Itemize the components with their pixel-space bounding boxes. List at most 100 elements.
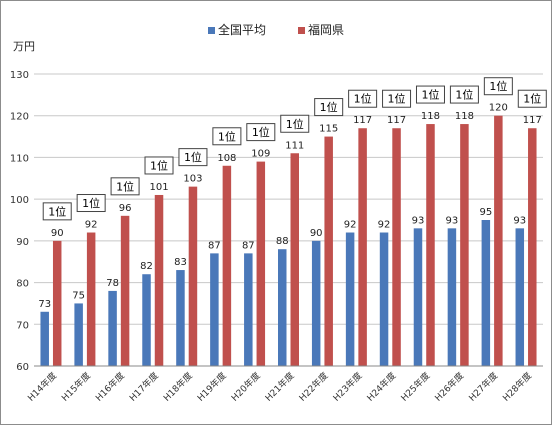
legend-label: 全国平均 <box>218 22 266 37</box>
bar-national-average <box>278 249 287 366</box>
bar-national-average <box>176 270 185 366</box>
rank-label: 1位 <box>388 92 406 106</box>
rank-box <box>449 85 479 104</box>
data-label: 117 <box>523 115 542 126</box>
rank-label: 1位 <box>455 88 473 102</box>
rank-label: 1位 <box>218 129 236 143</box>
rank-box <box>415 85 445 104</box>
rank-label: 1位 <box>252 125 270 139</box>
bar-national-average <box>345 232 355 366</box>
data-label: 88 <box>276 236 289 247</box>
rank-box <box>314 98 344 117</box>
x-category-label: H14年度 <box>25 370 59 404</box>
data-label: 82 <box>140 261 153 272</box>
rank-box <box>76 194 106 213</box>
bar-fukuoka <box>86 232 96 366</box>
bar-national-average <box>311 240 321 366</box>
legend-label: 福岡県 <box>308 22 344 37</box>
data-label: 78 <box>106 278 119 289</box>
y-tick-label: 90 <box>16 237 29 248</box>
x-category-label: H22年度 <box>296 370 330 404</box>
data-label: 115 <box>319 124 338 135</box>
rank-label: 1位 <box>421 88 439 102</box>
data-label: 92 <box>85 220 98 231</box>
bar-national-average <box>481 220 491 366</box>
bar-national-average <box>40 311 49 366</box>
rank-box <box>178 148 208 167</box>
rank-label: 1位 <box>286 117 304 131</box>
bar-fukuoka <box>426 124 435 366</box>
rank-box <box>246 123 276 142</box>
bar-national-average <box>74 303 83 366</box>
rank-label: 1位 <box>523 92 541 106</box>
rank-label: 1位 <box>184 150 202 164</box>
x-category-label: H20年度 <box>229 370 263 404</box>
bar-national-average <box>379 232 389 366</box>
rank-box <box>483 77 513 96</box>
rank-label: 1位 <box>489 79 507 93</box>
bar-fukuoka <box>154 194 164 366</box>
bar-fukuoka <box>528 128 537 366</box>
data-label: 103 <box>183 174 202 185</box>
y-axis-unit-label: 万円 <box>13 40 35 53</box>
data-label: 120 <box>489 103 508 114</box>
x-category-label: H18年度 <box>161 370 195 404</box>
data-label: 108 <box>217 153 236 164</box>
y-tick-label: 70 <box>16 320 29 331</box>
y-tick-label: 110 <box>10 153 29 164</box>
bar-national-average <box>447 228 457 366</box>
data-label: 87 <box>208 240 221 251</box>
data-label: 92 <box>378 220 391 231</box>
x-category-label: H25年度 <box>398 370 432 404</box>
rank-box <box>348 89 378 108</box>
data-label: 111 <box>285 140 304 151</box>
bar-fukuoka <box>358 128 367 366</box>
bar-national-average <box>244 253 253 366</box>
y-tick-label: 130 <box>10 70 29 81</box>
bar-national-average <box>413 228 423 366</box>
bar-fukuoka <box>52 240 62 366</box>
data-label: 118 <box>421 111 440 122</box>
rank-box <box>144 156 174 175</box>
data-label: 117 <box>353 115 372 126</box>
bar-fukuoka <box>188 186 198 366</box>
bar-national-average <box>108 290 117 366</box>
data-label: 101 <box>149 182 168 193</box>
bar-national-average <box>210 253 219 366</box>
rank-labels: 1位 1位 1位 1位 1位 1位 1位 1位 1位 1位 1位 1位 1位 1位 1位 <box>42 77 547 221</box>
data-label: 87 <box>242 240 255 251</box>
y-tick-label: 80 <box>16 279 29 290</box>
data-label: 90 <box>310 228 323 239</box>
bar-fukuoka <box>256 161 266 366</box>
bar-national-average <box>515 228 525 366</box>
x-category-label: H15年度 <box>59 370 93 404</box>
rank-box <box>280 114 310 133</box>
rank-label: 1位 <box>116 179 134 193</box>
bar-fukuoka <box>324 136 333 366</box>
x-category-label: H24年度 <box>364 370 398 404</box>
rank-box <box>42 202 72 221</box>
rank-label: 1位 <box>354 92 372 106</box>
x-category-label: H16年度 <box>93 370 127 404</box>
bar-fukuoka <box>494 115 503 366</box>
bar-fukuoka <box>460 124 469 366</box>
data-label: 93 <box>412 215 425 226</box>
legend-swatch-fukuoka <box>298 27 305 34</box>
y-tick-label: 120 <box>10 112 29 123</box>
x-category-label: H26年度 <box>432 370 466 404</box>
data-label: 83 <box>174 257 187 268</box>
data-label: 93 <box>513 215 526 226</box>
data-label: 96 <box>119 203 132 214</box>
y-tick-label: 100 <box>10 195 29 206</box>
rank-label: 1位 <box>82 196 100 210</box>
data-label: 109 <box>251 149 270 160</box>
bar-fukuoka <box>290 153 299 366</box>
rank-label: 1位 <box>150 158 168 172</box>
data-label: 92 <box>344 220 357 231</box>
legend-swatch-national-average <box>208 27 215 34</box>
bar-national-average <box>142 274 151 366</box>
rank-box <box>517 89 547 108</box>
data-label: 73 <box>38 299 51 310</box>
legend: 全国平均 福岡県 <box>208 22 344 37</box>
rank-box <box>212 127 242 146</box>
